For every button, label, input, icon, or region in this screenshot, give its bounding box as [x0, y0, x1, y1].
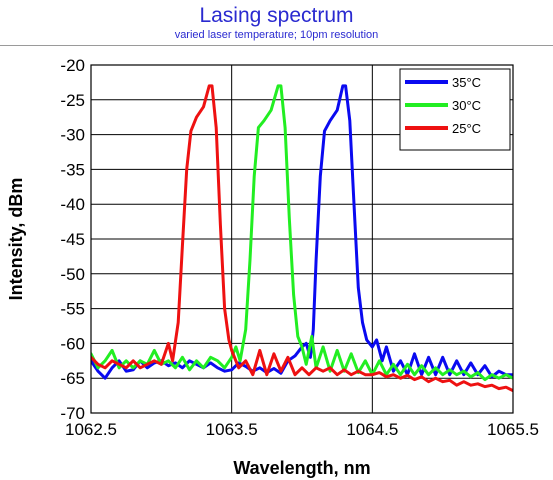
y-tick-label: -25	[60, 91, 85, 110]
plot-frame	[90, 64, 514, 414]
y-tick-label: -20	[60, 56, 85, 75]
series-line-0	[91, 84, 513, 380]
chart-title: Lasing spectrum	[199, 4, 354, 27]
y-tick-label: -50	[60, 265, 85, 284]
y-tick-label: -40	[60, 195, 85, 214]
y-tick-label: -70	[60, 404, 85, 423]
series-line-1	[91, 84, 513, 382]
legend-label: 25°C	[452, 121, 481, 136]
legend-label: 30°C	[452, 98, 481, 113]
series-line-2	[91, 84, 513, 393]
legend-label: 35°C	[452, 75, 481, 90]
x-axis-title: Wavelength, nm	[233, 458, 370, 478]
y-tick-label: -45	[60, 230, 85, 249]
y-tick-label: -35	[60, 160, 85, 179]
y-tick-label: -30	[60, 126, 85, 145]
chart-subtitle: varied laser temperature; 10pm resolutio…	[174, 29, 379, 41]
series-group	[91, 84, 513, 393]
y-tick-label: -65	[60, 369, 85, 388]
y-tick-label: -55	[60, 300, 85, 319]
y-tick-label: -60	[60, 334, 85, 353]
legend: 35°C 30°C 25°C	[399, 68, 511, 151]
x-tick-label: 1064.5	[346, 420, 398, 439]
x-tick-label: 1062.5	[65, 420, 117, 439]
x-tick-label: 1065.5	[487, 420, 539, 439]
y-axis-title: Intensity, dBm	[6, 178, 26, 301]
x-tick-label: 1063.5	[206, 420, 258, 439]
header-divider	[0, 45, 553, 46]
